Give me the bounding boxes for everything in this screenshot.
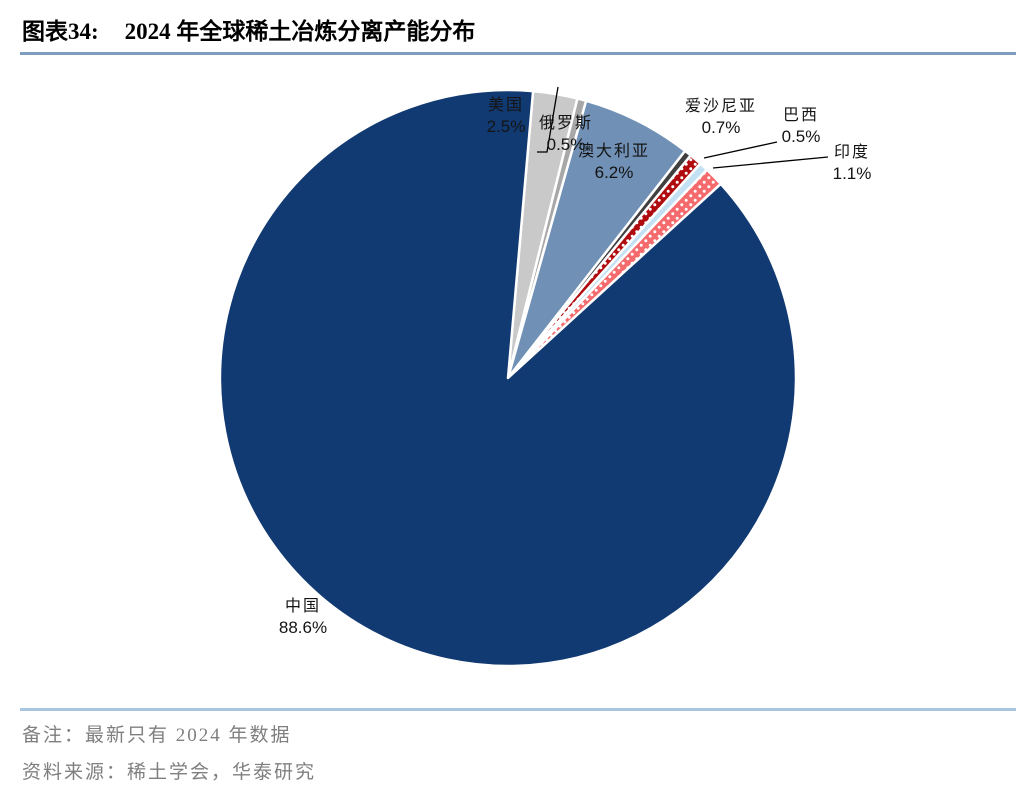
figure-source: 资料来源：稀土学会，华泰研究 [22, 762, 317, 783]
pie-slice-china [218, 88, 798, 668]
slice-pct-australia: 6.2% [594, 163, 634, 183]
leader-line-brazil [703, 141, 778, 159]
title-divider [20, 52, 1016, 55]
slice-name-china: 中国 [284, 598, 322, 616]
slice-name-brazil: 巴西 [782, 107, 819, 125]
slice-pct-china: 88.6% [278, 618, 328, 638]
slice-pct-estonia: 0.7% [701, 118, 741, 138]
slice-label-brazil: 巴西 0.5% [782, 105, 821, 149]
slice-name-india: 印度 [833, 144, 870, 162]
slice-name-australia: 澳大利亚 [577, 143, 651, 161]
figure-label: 图表34: [22, 19, 99, 44]
slice-pct-brazil: 0.5% [781, 127, 821, 147]
slice-name-estonia: 爱沙尼亚 [684, 98, 758, 116]
figure-title-text: 2024 年全球稀土冶炼分离产能分布 [124, 19, 476, 44]
figure-note: 备注：最新只有 2024 年数据 [22, 725, 292, 746]
leader-line-india [712, 156, 829, 169]
figure-title: 图表34: 2024 年全球稀土冶炼分离产能分布 [22, 12, 475, 46]
slice-label-usa: 美国 2.5% [487, 95, 526, 139]
footer-divider [20, 708, 1016, 711]
leader-line-russia [537, 86, 559, 153]
slice-pct-usa: 2.5% [486, 117, 526, 137]
slice-pct-india: 1.1% [832, 164, 872, 184]
slice-name-usa: 美国 [487, 97, 524, 115]
slice-label-india: 印度 1.1% [833, 142, 872, 186]
slice-label-china: 中国 88.6% [279, 596, 327, 640]
slice-label-estonia: 爱沙尼亚 0.7% [685, 96, 757, 140]
slice-pct-russia: 0.5% [546, 135, 586, 155]
slice-label-russia: 俄罗斯 0.5% [539, 113, 593, 157]
slice-name-russia: 俄罗斯 [538, 115, 594, 133]
slice-label-australia: 澳大利亚 6.2% [578, 141, 650, 185]
